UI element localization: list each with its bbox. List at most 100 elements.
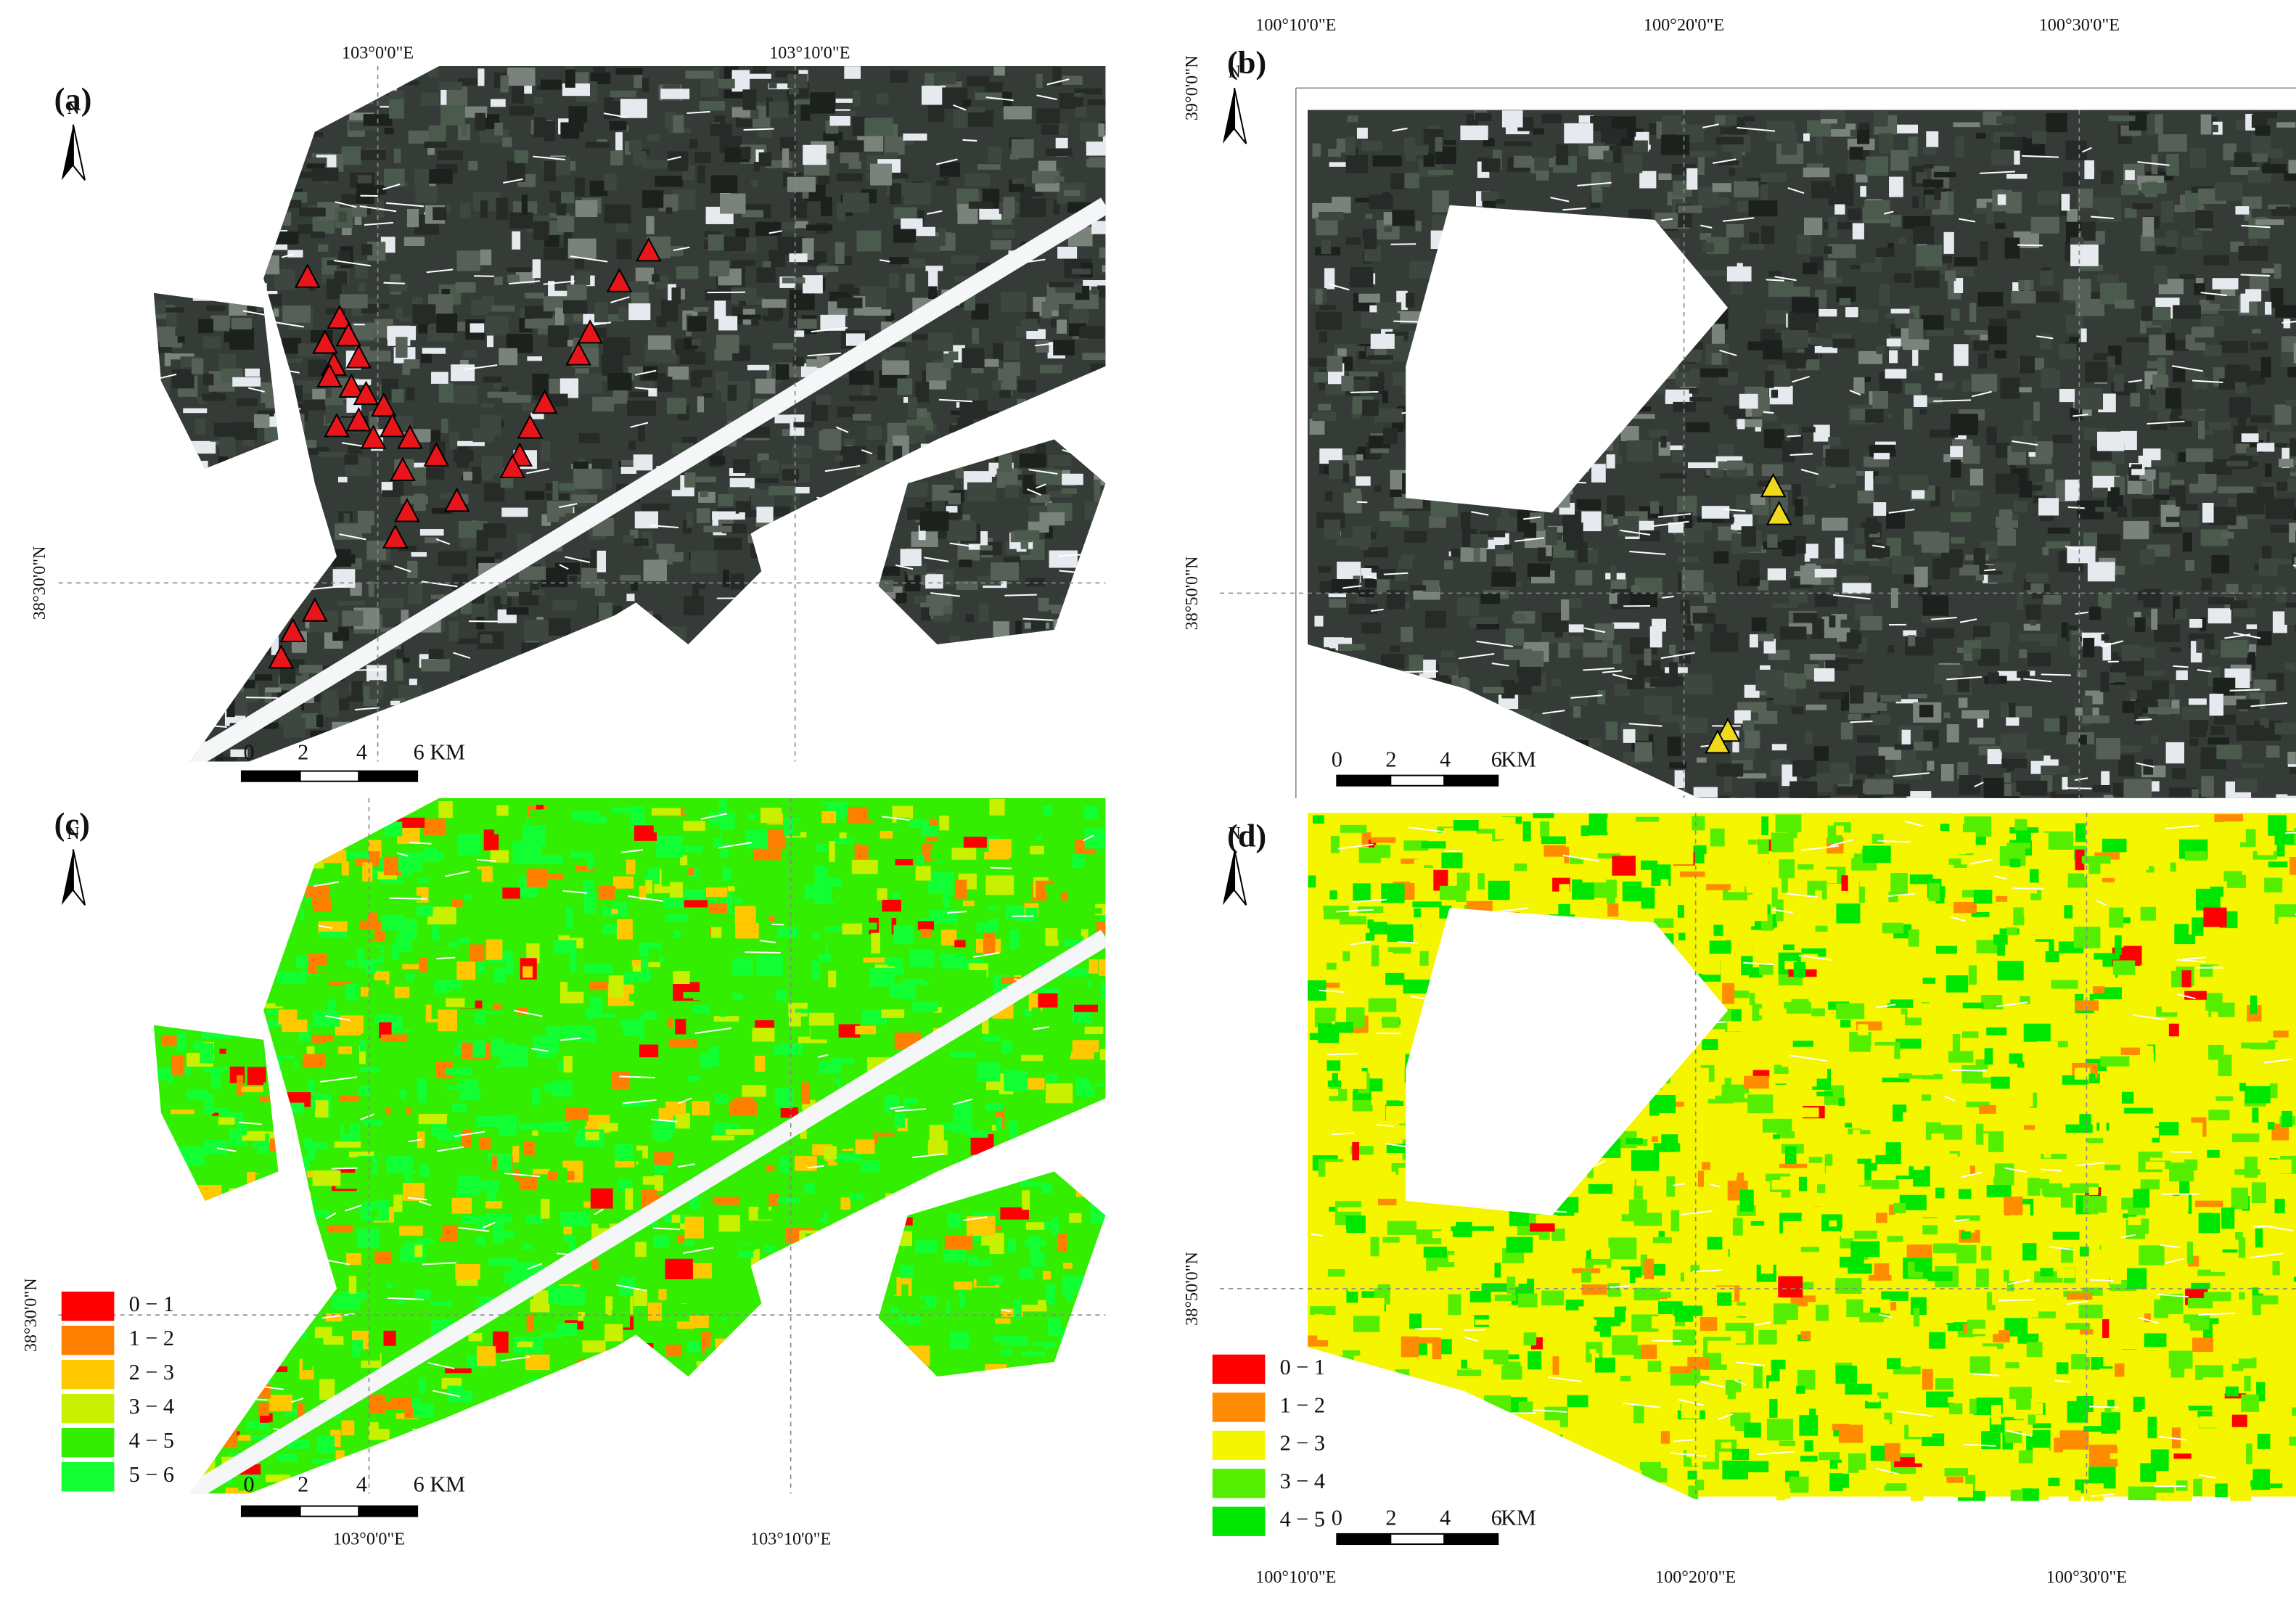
imagery-patch [475, 112, 485, 131]
imagery-patch [268, 1395, 292, 1411]
field-road [1719, 349, 1737, 356]
imagery-patch [1791, 286, 1811, 297]
imagery-patch [537, 1416, 549, 1432]
imagery-patch [455, 282, 476, 293]
imagery-patch [901, 1432, 909, 1447]
imagery-patch [728, 1009, 744, 1014]
imagery-patch [641, 668, 662, 683]
imagery-patch [733, 732, 750, 739]
imagery-patch [1431, 789, 1455, 798]
imagery-patch [615, 1384, 636, 1403]
imagery-patch [693, 306, 709, 312]
imagery-patch [339, 736, 349, 750]
field-road [1584, 627, 1606, 633]
imagery-patch [1475, 112, 1492, 122]
field-road [1974, 782, 1984, 788]
imagery-patch [155, 145, 179, 164]
imagery-patch [1364, 547, 1389, 558]
imagery-patch [2023, 578, 2031, 591]
field-road [924, 557, 949, 562]
imagery-patch [792, 1465, 804, 1487]
imagery-patch [716, 683, 724, 702]
imagery-patch [794, 1424, 815, 1437]
imagery-patch [713, 1016, 739, 1022]
imagery-patch [2252, 153, 2268, 163]
imagery-patch [224, 601, 238, 617]
imagery-patch [692, 956, 700, 964]
imagery-patch [1639, 530, 1660, 541]
imagery-patch [642, 1067, 660, 1089]
imagery-patch [1045, 928, 1059, 946]
imagery-patch [1950, 459, 1961, 478]
imagery-patch [418, 1113, 448, 1125]
imagery-patch [814, 865, 828, 879]
imagery-patch [2026, 749, 2044, 761]
imagery-patch [1994, 350, 2007, 358]
imagery-patch [282, 385, 303, 402]
imagery-patch [794, 330, 805, 337]
imagery-patch [1549, 797, 1576, 798]
field-road [533, 155, 565, 160]
imagery-patch [2205, 459, 2232, 475]
imagery-patch [1891, 124, 1918, 134]
field-road [673, 246, 690, 251]
field-road [2023, 678, 2052, 683]
field-road [985, 97, 1014, 102]
imagery-patch [226, 1431, 253, 1437]
imagery-patch [1734, 710, 1751, 724]
field-road [1893, 772, 1930, 777]
imagery-patch [2173, 596, 2180, 618]
field-road [197, 718, 214, 726]
imagery-patch [1074, 90, 1083, 97]
imagery-patch [1631, 585, 1641, 593]
imagery-patch [644, 1328, 671, 1342]
scale-label: 6 [1491, 747, 1502, 771]
imagery-patch [776, 364, 790, 380]
imagery-patch [1036, 494, 1050, 502]
imagery-patch [684, 1399, 706, 1406]
imagery-patch [1077, 594, 1091, 605]
imagery-patch [522, 724, 546, 742]
imagery-patch [628, 440, 636, 450]
imagery-patch [666, 398, 686, 414]
imagery-patch [1347, 115, 1358, 123]
imagery-patch [239, 157, 245, 172]
imagery-patch [2115, 299, 2135, 309]
imagery-patch [768, 306, 784, 319]
imagery-patch [1678, 557, 1699, 563]
imagery-patch [402, 657, 410, 663]
field-road [2082, 147, 2092, 153]
imagery-patch [414, 1289, 431, 1300]
imagery-patch [869, 660, 895, 681]
imagery-patch [264, 1321, 279, 1341]
field-road [835, 426, 849, 433]
imagery-patch [971, 365, 984, 374]
imagery-patch [1324, 519, 1341, 540]
field-road [1789, 453, 1813, 456]
imagery-patch [790, 199, 808, 218]
imagery-patch [975, 92, 1002, 100]
imagery-patch [2294, 557, 2296, 569]
imagery-patch [323, 690, 337, 710]
imagery-patch [2270, 525, 2295, 533]
imagery-patch [981, 1017, 989, 1034]
imagery-patch [652, 274, 660, 282]
imagery-patch [833, 838, 853, 845]
imagery-patch [1675, 372, 1699, 387]
imagery-patch [768, 560, 786, 577]
imagery-patch [697, 396, 704, 413]
imagery-patch [1914, 566, 1928, 588]
imagery-patch [1913, 395, 1927, 407]
imagery-patch [165, 899, 182, 908]
imagery-patch [905, 716, 922, 729]
imagery-patch [486, 334, 494, 348]
imagery-patch [940, 162, 960, 177]
field-road [1482, 738, 1505, 743]
imagery-patch [2186, 448, 2213, 462]
imagery-patch [177, 336, 185, 343]
imagery-patch [1094, 642, 1106, 659]
imagery-patch [1603, 514, 1614, 527]
imagery-patch [2006, 717, 2020, 726]
imagery-patch [774, 1043, 803, 1055]
imagery-patch [590, 72, 611, 84]
